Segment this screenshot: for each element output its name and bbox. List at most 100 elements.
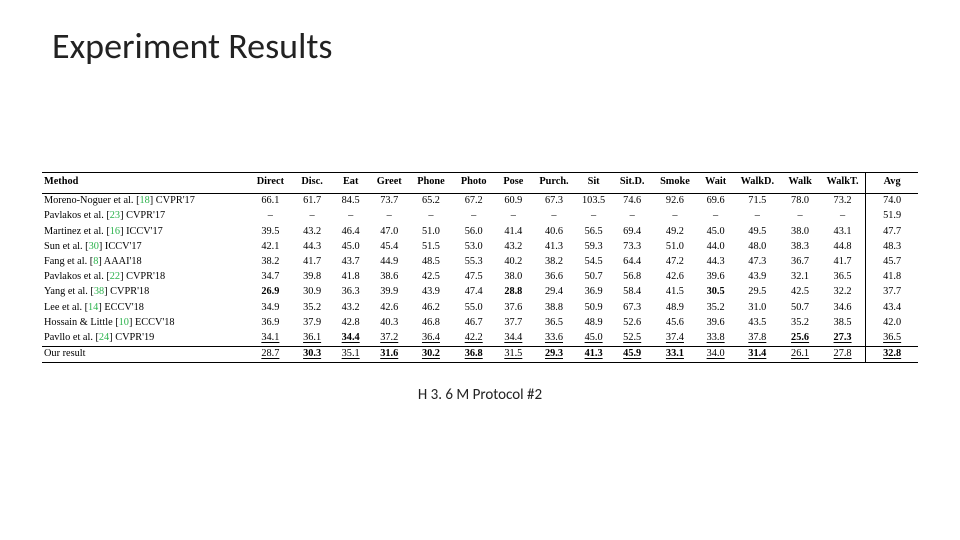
value-cell: 45.7 — [866, 255, 918, 270]
value-cell: 67.3 — [611, 301, 653, 316]
table-header-cell: Sit — [576, 173, 611, 194]
value-cell: 51.0 — [653, 240, 697, 255]
value-cell: 46.2 — [409, 301, 453, 316]
value-cell: 38.5 — [820, 316, 866, 331]
value-cell: 28.7 — [248, 347, 292, 363]
table-header-cell: Avg — [866, 173, 918, 194]
value-cell: 84.5 — [332, 193, 370, 209]
value-cell: 34.7 — [248, 270, 292, 285]
value-cell: 37.8 — [734, 331, 780, 347]
value-cell: – — [409, 209, 453, 224]
value-cell: 42.6 — [369, 301, 409, 316]
value-cell: 42.0 — [866, 316, 918, 331]
table-header-cell: Method — [42, 173, 248, 194]
method-cell: Pavlakos et al. [23] CVPR'17 — [42, 209, 248, 224]
value-cell: 41.4 — [495, 224, 533, 239]
value-cell: 52.6 — [611, 316, 653, 331]
value-cell: 37.2 — [369, 331, 409, 347]
value-cell: – — [292, 209, 332, 224]
value-cell: 39.5 — [248, 224, 292, 239]
value-cell: 32.1 — [780, 270, 820, 285]
value-cell: 60.9 — [495, 193, 533, 209]
value-cell: 29.5 — [734, 285, 780, 300]
value-cell: 51.0 — [409, 224, 453, 239]
value-cell: 39.6 — [697, 316, 735, 331]
table-row: Fang et al. [8] AAAI'1838.241.743.744.94… — [42, 255, 918, 270]
method-cell: Hossain & Little [10] ECCV'18 — [42, 316, 248, 331]
value-cell: 46.4 — [332, 224, 370, 239]
value-cell: 50.9 — [576, 301, 611, 316]
value-cell: 53.0 — [453, 240, 495, 255]
table-header-cell: Direct — [248, 173, 292, 194]
value-cell: 44.3 — [697, 255, 735, 270]
table-header-cell: Greet — [369, 173, 409, 194]
table-row: Hossain & Little [10] ECCV'1836.937.942.… — [42, 316, 918, 331]
value-cell: – — [576, 209, 611, 224]
table-row: Pavllo et al. [24] CVPR'1934.136.134.437… — [42, 331, 918, 347]
table-header-cell: WalkD. — [734, 173, 780, 194]
value-cell: 43.2 — [332, 301, 370, 316]
value-cell: 35.2 — [780, 316, 820, 331]
value-cell: – — [734, 209, 780, 224]
value-cell: 44.3 — [292, 240, 332, 255]
table-header-cell: Sit.D. — [611, 173, 653, 194]
value-cell: 45.9 — [611, 347, 653, 363]
value-cell: 41.3 — [532, 240, 576, 255]
value-cell: 56.8 — [611, 270, 653, 285]
value-cell: 43.2 — [495, 240, 533, 255]
value-cell: 42.5 — [780, 285, 820, 300]
method-cell: Yang et al. [38] CVPR'18 — [42, 285, 248, 300]
value-cell: 48.3 — [866, 240, 918, 255]
value-cell: 43.9 — [734, 270, 780, 285]
value-cell: 39.8 — [292, 270, 332, 285]
value-cell: 31.0 — [734, 301, 780, 316]
value-cell: 34.4 — [332, 331, 370, 347]
value-cell: 42.1 — [248, 240, 292, 255]
value-cell: 43.7 — [332, 255, 370, 270]
value-cell: 47.4 — [453, 285, 495, 300]
value-cell: 34.1 — [248, 331, 292, 347]
value-cell: 73.3 — [611, 240, 653, 255]
value-cell: 31.4 — [734, 347, 780, 363]
value-cell: 38.3 — [780, 240, 820, 255]
value-cell: 41.3 — [576, 347, 611, 363]
method-cell: Our result — [42, 347, 248, 363]
value-cell: 29.3 — [532, 347, 576, 363]
value-cell: 41.8 — [332, 270, 370, 285]
value-cell: 27.3 — [820, 331, 866, 347]
value-cell: 35.2 — [292, 301, 332, 316]
value-cell: 36.8 — [453, 347, 495, 363]
value-cell: 39.6 — [697, 270, 735, 285]
value-cell: 32.2 — [820, 285, 866, 300]
value-cell: 67.3 — [532, 193, 576, 209]
table-row: Yang et al. [38] CVPR'1826.930.936.339.9… — [42, 285, 918, 300]
value-cell: 36.9 — [248, 316, 292, 331]
value-cell: 59.3 — [576, 240, 611, 255]
value-cell: 36.5 — [532, 316, 576, 331]
method-cell: Pavllo et al. [24] CVPR'19 — [42, 331, 248, 347]
value-cell: 47.5 — [453, 270, 495, 285]
value-cell: 36.5 — [820, 270, 866, 285]
value-cell: 38.8 — [532, 301, 576, 316]
value-cell: – — [532, 209, 576, 224]
value-cell: 34.4 — [495, 331, 533, 347]
citation-ref: 16 — [110, 226, 120, 237]
value-cell: 43.2 — [292, 224, 332, 239]
table-header-cell: Purch. — [532, 173, 576, 194]
value-cell: 42.2 — [453, 331, 495, 347]
value-cell: 55.0 — [453, 301, 495, 316]
value-cell: 42.8 — [332, 316, 370, 331]
table-header-cell: Wait — [697, 173, 735, 194]
value-cell: 45.0 — [576, 331, 611, 347]
value-cell: 61.7 — [292, 193, 332, 209]
method-cell: Sun et al. [30] ICCV'17 — [42, 240, 248, 255]
value-cell: 38.6 — [369, 270, 409, 285]
table-header-cell: Eat — [332, 173, 370, 194]
value-cell: 73.7 — [369, 193, 409, 209]
results-table-container: MethodDirectDisc.EatGreetPhonePhotoPoseP… — [42, 172, 918, 363]
value-cell: 49.2 — [653, 224, 697, 239]
value-cell: 43.9 — [409, 285, 453, 300]
value-cell: 38.2 — [532, 255, 576, 270]
table-header-cell: Disc. — [292, 173, 332, 194]
value-cell: 25.6 — [780, 331, 820, 347]
